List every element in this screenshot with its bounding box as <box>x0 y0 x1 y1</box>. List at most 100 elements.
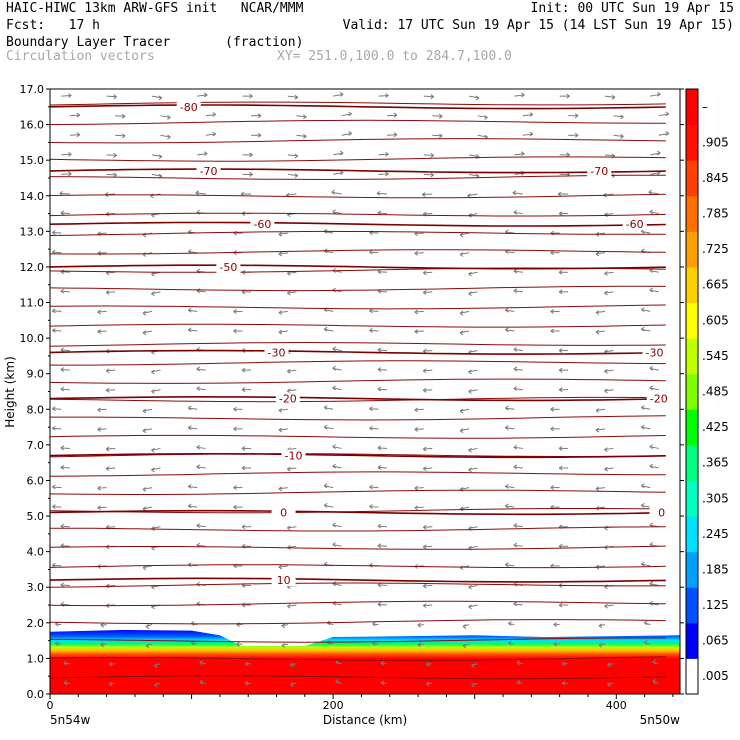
contour-label-bg <box>281 449 306 462</box>
circulation-vector <box>52 504 62 509</box>
colorbar-swatch <box>686 444 698 481</box>
circulation-vector <box>278 427 288 433</box>
contour-label: -60 <box>253 218 271 231</box>
circulation-vector <box>558 446 569 451</box>
circulation-vector <box>513 386 523 391</box>
colorbar-label: .605 <box>702 313 729 327</box>
circulation-vector <box>197 92 208 98</box>
circulation-vector <box>459 252 470 257</box>
circulation-vector <box>287 603 297 609</box>
circulation-vector <box>550 230 560 236</box>
circulation-vector <box>604 271 614 276</box>
contour-label-bg <box>176 100 201 113</box>
circulation-vector <box>422 544 433 550</box>
circulation-vector <box>598 623 606 629</box>
contour-label-bg <box>264 346 289 359</box>
circulation-vector <box>242 171 253 177</box>
circulation-vector <box>568 132 579 138</box>
circulation-vector <box>459 330 470 336</box>
circulation-vector <box>196 386 206 391</box>
circulation-vector <box>52 406 62 412</box>
circulation-vector <box>505 327 515 333</box>
circulation-vector <box>513 268 523 274</box>
circulation-vector <box>100 642 107 648</box>
circulation-vector <box>557 191 569 197</box>
circulation-vector <box>558 602 569 608</box>
circulation-vector <box>332 581 342 587</box>
circulation-vector <box>514 92 525 98</box>
circulation-vector <box>151 369 161 375</box>
colorbar-label: .485 <box>702 385 729 399</box>
colorbar-swatch <box>686 338 698 375</box>
circulation-vector <box>97 485 107 491</box>
y-tick-label: 10.0 <box>20 332 45 345</box>
circulation-vector <box>652 679 659 684</box>
circulation-vector <box>558 367 569 373</box>
circulation-vector <box>604 290 614 296</box>
circulation-vector <box>553 641 560 647</box>
y-tick-label: 12.0 <box>20 261 45 274</box>
contour-label: -20 <box>279 393 297 406</box>
circulation-vector <box>242 93 253 99</box>
circulation-vector <box>187 405 198 411</box>
temperature-contour <box>49 323 666 328</box>
circulation-vector <box>151 95 163 101</box>
circulation-vector <box>550 426 560 432</box>
circulation-vector <box>386 112 398 118</box>
colorbar-label: .785 <box>702 207 729 221</box>
circulation-vector <box>150 193 161 199</box>
circulation-vector <box>558 465 569 471</box>
forecast-hour: Fcst: 17 h <box>6 18 100 33</box>
circulation-vector <box>142 486 153 492</box>
colorbar-frame <box>685 88 699 695</box>
circulation-vector <box>52 562 62 568</box>
temperature-contour <box>49 212 666 217</box>
circulation-vector <box>414 505 424 511</box>
circulation-vector <box>598 642 606 648</box>
circulation-vector <box>52 230 62 235</box>
circulation-vector <box>341 131 352 136</box>
circulation-vector <box>145 623 153 629</box>
circulation-vector <box>422 368 433 374</box>
circulation-vector <box>558 211 569 216</box>
circulation-vector <box>650 91 661 97</box>
circulation-vector <box>649 287 659 293</box>
circulation-vector <box>369 484 379 490</box>
circulation-vector <box>332 209 342 215</box>
circulation-vector <box>323 424 334 430</box>
circulation-vector <box>142 565 153 571</box>
circulation-vector <box>333 150 344 156</box>
temperature-contour <box>49 396 666 403</box>
temperature-contour <box>50 526 666 532</box>
circulation-vector <box>377 367 387 372</box>
circulation-vector <box>251 113 262 119</box>
circulation-vector <box>376 190 387 196</box>
circulation-vector <box>595 310 606 316</box>
circulation-vector <box>468 271 478 277</box>
circulation-vector <box>649 522 659 528</box>
circulation-vector <box>106 94 117 100</box>
circulation-vector <box>205 131 217 137</box>
circulation-vector <box>649 209 659 215</box>
circulation-vector <box>323 483 334 489</box>
circulation-vector <box>290 682 297 687</box>
circulation-vector <box>63 660 70 666</box>
circulation-vector <box>60 269 70 275</box>
contour-label: 10 <box>277 574 291 587</box>
circulation-vector <box>278 564 288 570</box>
contour-label-bg <box>271 574 296 587</box>
circulation-vector <box>422 583 433 589</box>
colorbar-swatch <box>686 480 698 517</box>
circulation-vector <box>281 642 288 648</box>
circulation-vector <box>233 309 243 314</box>
circulation-vector <box>287 388 297 394</box>
colorbar-swatch <box>686 160 698 197</box>
field-title: Boundary Layer Tracer (fraction) <box>6 35 304 50</box>
circulation-vector <box>640 326 651 332</box>
circulation-vector <box>106 172 117 178</box>
circulation-vector <box>558 387 569 393</box>
contour-label: -30 <box>646 346 664 359</box>
y-tick-label: 15.0 <box>20 154 45 167</box>
circulation-vector <box>187 503 198 509</box>
